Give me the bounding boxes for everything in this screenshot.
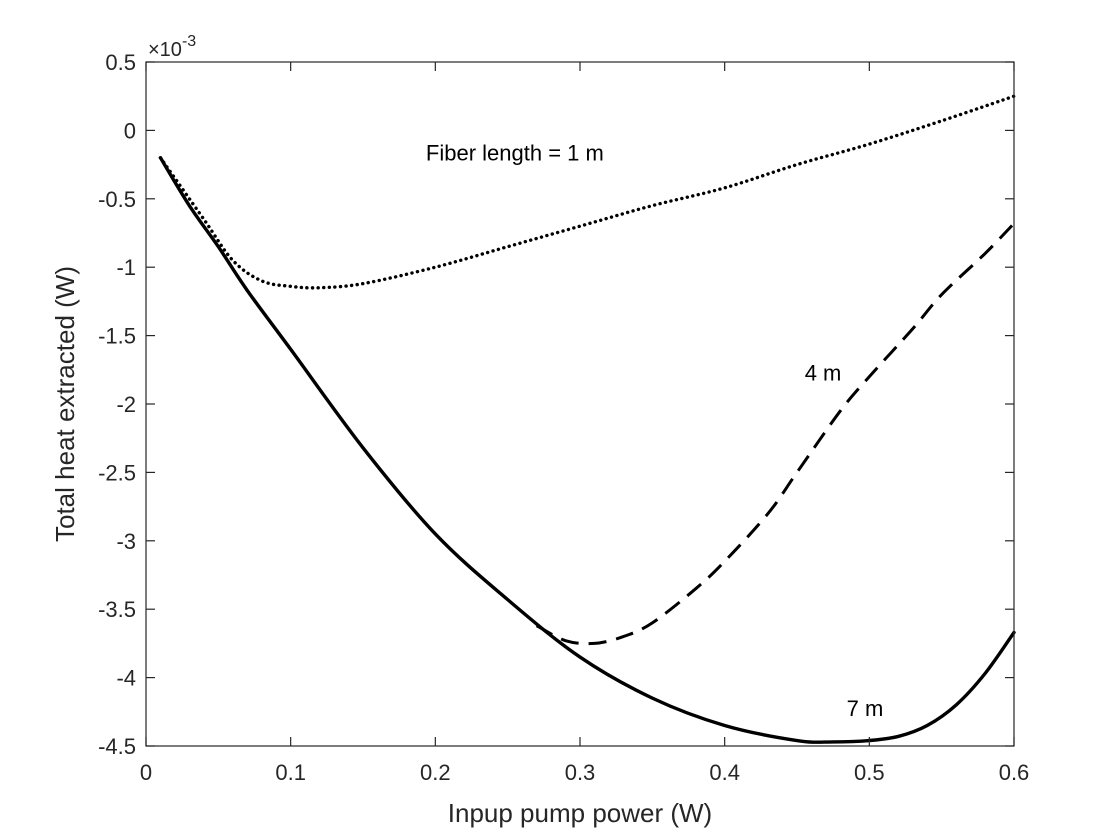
x-tick-label: 0.5: [854, 760, 885, 785]
y-axis-label: Total heat extracted (W): [50, 266, 80, 542]
series-group: [158, 94, 1016, 744]
series-annotation: 4 m: [805, 361, 842, 386]
series-line-solid: [158, 156, 1016, 744]
y-tick-label: 0: [124, 118, 136, 143]
series-annotation: Fiber length = 1 m: [426, 140, 604, 165]
x-tick-label: 0.2: [420, 760, 451, 785]
y-tick-label: -0.5: [98, 187, 136, 212]
y-tick-label: -3.5: [98, 597, 136, 622]
y-tick-label: -2: [116, 392, 136, 417]
y-tick-label: -1.5: [98, 324, 136, 349]
x-tick-label: 0.1: [275, 760, 306, 785]
series-line-dotted: [158, 94, 1016, 290]
x-tick-label: 0: [140, 760, 152, 785]
y-tick-label: -1: [116, 255, 136, 280]
series-line-dashed: [535, 222, 1016, 646]
series-annotation: 7 m: [847, 696, 884, 721]
x-tick-label: 0.4: [709, 760, 740, 785]
y-axis: 0.5 0 -0.5 -1 -1.5 -2 -2.5 -3 -3.5 -4 -4.5: [98, 50, 1014, 759]
y-tick-label: -3: [116, 529, 136, 554]
x-axis: 0 0.1 0.2 0.3 0.4 0.5 0.6: [140, 62, 1029, 785]
x-tick-label: 0.3: [565, 760, 596, 785]
x-axis-label: Inpup pump power (W): [448, 798, 712, 828]
x-tick-label: 0.6: [999, 760, 1030, 785]
y-tick-label: -2.5: [98, 460, 136, 485]
y-tick-label: 0.5: [105, 50, 136, 75]
plot-area: [146, 62, 1014, 746]
y-axis-multiplier: ×10-3: [148, 33, 196, 61]
y-multiplier-exponent: -3: [182, 33, 196, 50]
y-tick-label: -4: [116, 666, 136, 691]
y-multiplier-base: ×10: [148, 39, 182, 61]
annotation-group: Fiber length = 1 m 4 m 7 m: [426, 140, 883, 720]
y-tick-label: -4.5: [98, 734, 136, 759]
